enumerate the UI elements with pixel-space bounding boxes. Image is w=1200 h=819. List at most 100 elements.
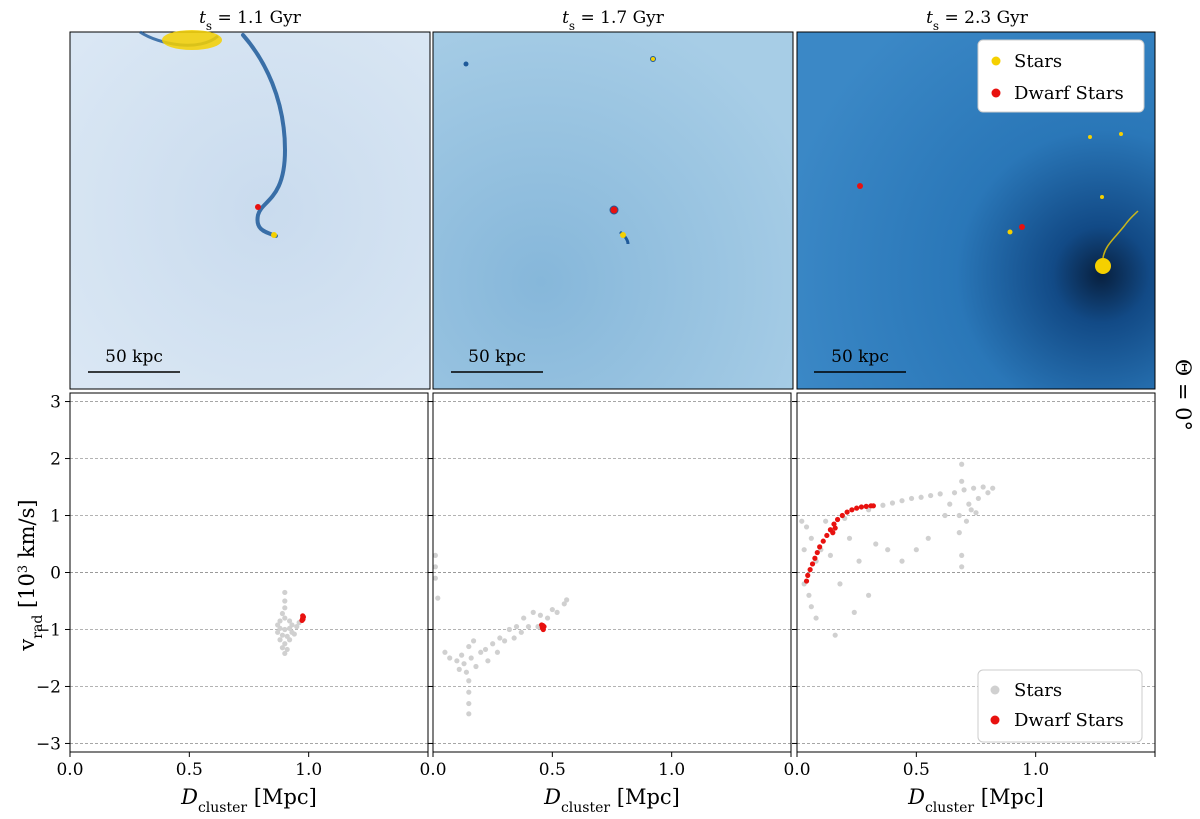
star-point	[282, 641, 288, 647]
dwarf-point	[834, 516, 841, 523]
star-point	[286, 618, 293, 624]
x-tick-label: 1.0	[1022, 760, 1049, 780]
scatter-legend: Stars Dwarf Stars	[977, 669, 1143, 743]
dwarf-point	[844, 509, 850, 515]
plot-area	[70, 393, 428, 752]
star-point	[827, 552, 834, 559]
star-point	[928, 492, 934, 499]
x-tick-label: 0.5	[903, 760, 930, 780]
y-tick-label: 1	[50, 507, 61, 527]
scale-bar-label-2: 50 kpc	[468, 347, 526, 367]
dwarf-point	[830, 530, 836, 536]
star-point	[511, 635, 517, 641]
star-point	[282, 615, 288, 621]
star-point	[282, 598, 288, 604]
star-point	[899, 498, 905, 504]
star-point	[813, 615, 819, 621]
star-point	[973, 510, 979, 516]
star-point	[966, 501, 972, 507]
y-axis-label: vrad [103 km/s]	[15, 499, 46, 651]
star-point	[513, 624, 520, 630]
star-point	[959, 564, 965, 570]
map-legend-stars-label: Stars	[1014, 51, 1062, 72]
dwarf-point	[870, 503, 876, 509]
star-point	[294, 624, 300, 630]
x-tick-label: 0.0	[419, 760, 446, 780]
dwarf-point	[854, 505, 860, 511]
panel-2-title: ts = 1.7 Gyr	[562, 8, 665, 33]
star-point	[866, 592, 872, 598]
dwarf-point	[809, 561, 816, 567]
scatter-panel-2: 0.0 0.5 1.0 Dcluster [Mpc]	[419, 392, 792, 816]
star-point	[282, 626, 288, 633]
star-point	[947, 501, 953, 507]
y-tick-label: 0	[50, 564, 61, 584]
star-point	[277, 625, 283, 631]
scatter-panels: 0.0 0.5 1.0 3 2 1 0 −1 −2 −3 Dcluster [Mpc] 0.0 0.5 1…	[36, 392, 1156, 816]
star-point	[525, 624, 532, 630]
dwarf-point	[832, 525, 838, 531]
star-point	[463, 669, 470, 675]
star-point	[432, 552, 438, 559]
star-point	[470, 638, 477, 644]
star-point	[808, 604, 814, 610]
star-point	[478, 649, 484, 655]
star-point	[544, 615, 551, 621]
star-point	[880, 502, 886, 508]
star-point	[468, 655, 474, 661]
dwarf-point	[300, 616, 306, 622]
star-point	[521, 615, 527, 621]
star-point	[466, 643, 472, 650]
star-point	[282, 589, 288, 596]
star-point	[959, 552, 965, 559]
star-point	[282, 650, 288, 657]
panel-1-title: ts = 1.1 Gyr	[199, 8, 302, 33]
star-point	[442, 649, 448, 655]
star-point	[968, 507, 974, 513]
star-point	[461, 661, 467, 667]
star-point	[277, 637, 283, 643]
star-point	[473, 663, 479, 670]
star-point	[284, 646, 290, 653]
dwarf-point	[540, 622, 546, 629]
star-point	[554, 609, 560, 615]
star-point	[466, 689, 472, 695]
dwarf-point	[858, 504, 865, 510]
star-point	[908, 495, 915, 502]
star-point	[549, 606, 555, 613]
star-point	[971, 485, 977, 491]
dwarf-point	[814, 549, 820, 556]
star-point	[956, 530, 962, 536]
dwarf-point	[807, 567, 813, 573]
x-tick-label: 1.0	[658, 760, 685, 780]
theta-label: Θ = 0°	[1171, 359, 1195, 431]
dwarf-point	[820, 538, 826, 544]
star-point	[530, 609, 536, 615]
scatter-panel-1: 0.0 0.5 1.0 3 2 1 0 −1 −2 −3 Dcluster [Mpc]	[36, 392, 429, 816]
star-point	[959, 461, 965, 467]
x-tick-label: 1.0	[295, 760, 322, 780]
x-tick-label: 0.5	[539, 760, 566, 780]
dwarf-point	[803, 578, 810, 584]
map-legend-dwarf-label: Dwarf Stars	[1014, 83, 1124, 104]
star-point	[823, 518, 829, 524]
y-tick-label: 2	[50, 450, 61, 470]
dwarf-point	[824, 532, 830, 539]
star-point	[990, 485, 996, 491]
map-panel-3: 50 kpc Stars Dwarf Stars	[796, 31, 1156, 390]
dwarf-point	[849, 507, 855, 513]
star-point	[282, 605, 288, 611]
star-point	[975, 495, 981, 502]
star-point	[942, 512, 948, 519]
star-point	[561, 601, 567, 607]
star-point	[851, 609, 857, 615]
dwarf-point	[831, 521, 837, 527]
y-tick-label: 3	[50, 393, 61, 413]
y-tick-label: −3	[36, 734, 61, 754]
star-point	[885, 547, 891, 553]
star-point	[564, 597, 570, 603]
star-point	[447, 655, 453, 661]
star-point	[466, 711, 472, 717]
star-point	[951, 490, 958, 496]
dwarf-point	[812, 555, 818, 561]
